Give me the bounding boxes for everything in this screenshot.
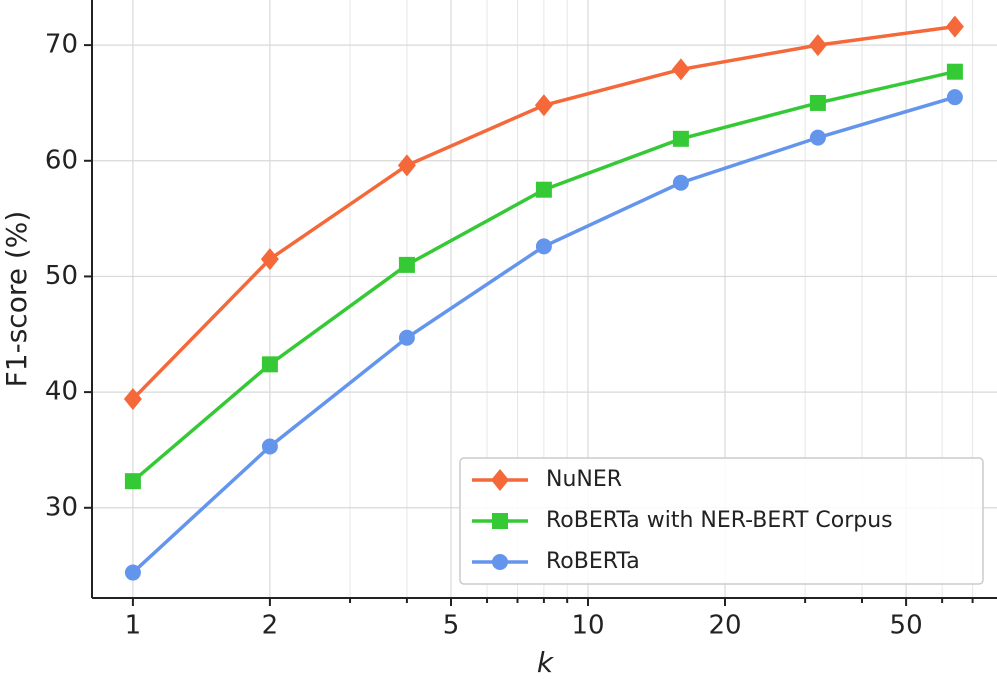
legend-marker xyxy=(492,513,508,529)
marker xyxy=(672,174,689,191)
marker xyxy=(808,34,827,57)
marker xyxy=(261,356,278,373)
x-tick-label: 1 xyxy=(125,611,142,641)
x-tick-label: 5 xyxy=(443,611,460,641)
marker xyxy=(671,58,690,81)
legend: NuNER RoBERTa with NER-BERT Corpus RoBERTa xyxy=(459,457,984,585)
marker xyxy=(535,181,552,198)
marker xyxy=(946,89,963,106)
legend-marker xyxy=(492,554,508,570)
marker xyxy=(261,438,278,455)
legend-label: NuNER xyxy=(546,467,622,492)
y-tick-label: 50 xyxy=(45,261,78,291)
marker xyxy=(535,238,552,255)
y-tick-label: 60 xyxy=(45,145,78,175)
legend-label: RoBERTa with NER-BERT Corpus xyxy=(546,508,893,533)
marker xyxy=(398,329,415,346)
marker xyxy=(534,94,553,117)
legend-marker xyxy=(491,469,509,491)
marker xyxy=(809,94,826,111)
marker xyxy=(945,15,964,38)
marker xyxy=(397,154,416,177)
marker xyxy=(124,473,141,490)
y-tick-label: 40 xyxy=(45,377,78,407)
marker xyxy=(260,248,279,271)
x-tick-label: 20 xyxy=(708,611,741,641)
x-tick-label: 10 xyxy=(571,611,604,641)
x-tick-label: 2 xyxy=(262,611,279,641)
x-tick-label: 50 xyxy=(890,611,923,641)
legend-box xyxy=(459,457,984,585)
marker xyxy=(672,130,689,147)
marker xyxy=(946,63,963,80)
y-tick-label: 70 xyxy=(45,30,78,60)
legend-label: RoBERTa xyxy=(546,549,640,574)
marker xyxy=(123,388,142,411)
marker xyxy=(809,129,826,146)
y-axis-label: F1-score (%) xyxy=(0,211,33,388)
marker xyxy=(398,256,415,273)
marker xyxy=(124,564,141,581)
y-tick-label: 30 xyxy=(45,492,78,522)
x-axis-label: k xyxy=(537,646,555,679)
